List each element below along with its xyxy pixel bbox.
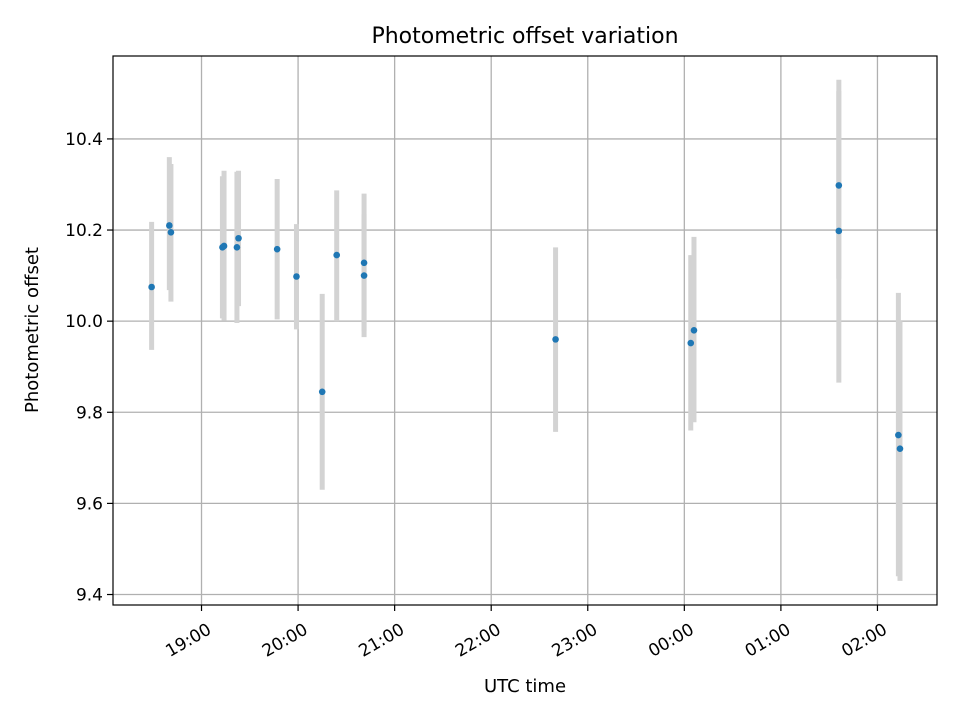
y-axis-label: Photometric offset [22, 247, 43, 413]
data-point [333, 251, 341, 259]
data-point [318, 388, 326, 396]
data-point [233, 244, 241, 251]
data-point [293, 273, 300, 280]
y-tick-label: 9.8 [76, 403, 103, 423]
data-point [167, 229, 175, 236]
data-point [235, 234, 242, 242]
data-point [166, 222, 173, 229]
x-axis-label: UTC time [484, 676, 566, 697]
y-tick-label: 10.2 [65, 221, 103, 241]
data-point [552, 336, 559, 343]
y-tick-label: 10.4 [65, 130, 103, 150]
data-point [360, 272, 368, 279]
y-tick-label: 9.6 [76, 494, 103, 514]
chart-title: Photometric offset variation [371, 24, 678, 49]
data-point [360, 259, 368, 267]
grid-lines [113, 56, 937, 605]
data-points [148, 182, 904, 453]
data-point [220, 242, 228, 250]
data-point [835, 182, 843, 189]
data-point [690, 326, 698, 334]
data-point [273, 245, 281, 253]
data-point [896, 445, 904, 453]
data-point [895, 431, 902, 439]
y-axis-ticks: 9.4 9.6 9.8 10.0 10.2 10.4 [65, 130, 113, 606]
y-tick-label: 9.4 [76, 586, 103, 606]
data-point [687, 339, 695, 347]
data-point [148, 283, 155, 291]
plot-frame [112, 55, 938, 606]
data-point [835, 227, 843, 235]
y-tick-label: 10.0 [65, 312, 103, 332]
